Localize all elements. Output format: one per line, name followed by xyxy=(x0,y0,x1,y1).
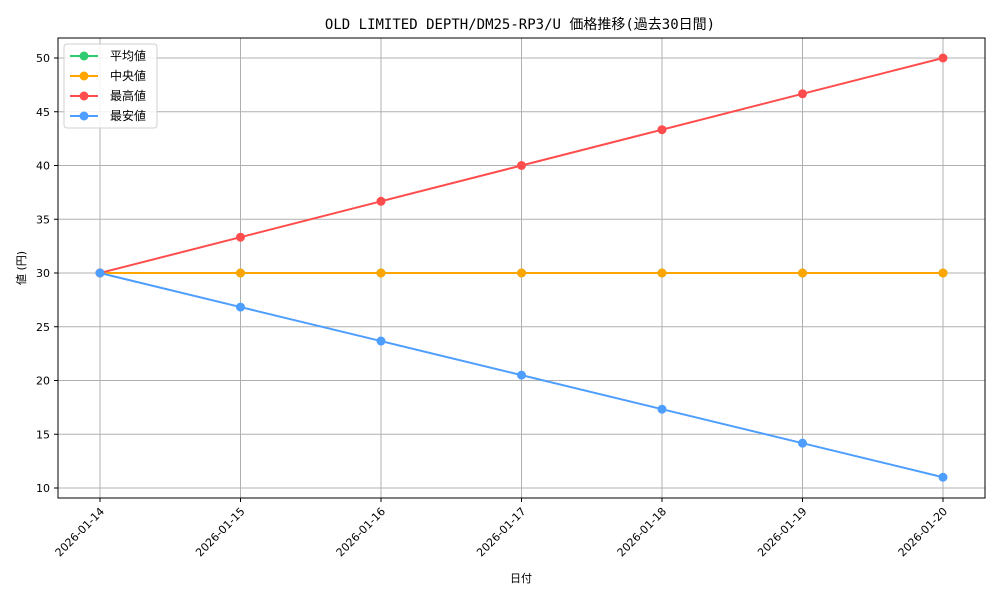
legend-label: 最安値 xyxy=(110,108,146,123)
series-lines xyxy=(95,53,948,482)
x-tick-label: 2026-01-16 xyxy=(334,505,388,559)
y-tick-label: 15 xyxy=(36,428,50,441)
legend-label: 平均値 xyxy=(110,48,146,63)
data-point xyxy=(938,268,948,278)
data-point xyxy=(657,404,667,414)
chart-title: OLD LIMITED DEPTH/DM25-RP3/U 価格推移(過去30日間… xyxy=(325,17,715,33)
data-point xyxy=(376,268,386,278)
legend-marker xyxy=(79,51,89,61)
legend-marker xyxy=(79,71,89,81)
legend-marker xyxy=(79,91,89,101)
data-point xyxy=(376,196,386,206)
y-tick-label: 35 xyxy=(36,213,50,226)
data-point xyxy=(657,268,667,278)
x-tick-label: 2026-01-20 xyxy=(896,505,950,559)
data-point xyxy=(798,438,807,448)
x-tick-label: 2026-01-14 xyxy=(53,505,107,559)
y-tick-label: 45 xyxy=(36,106,50,119)
x-tick-label: 2026-01-19 xyxy=(755,505,809,559)
legend-item: 平均値 xyxy=(70,48,146,63)
y-tick-label: 25 xyxy=(36,321,50,334)
legend-label: 最高値 xyxy=(110,88,146,103)
data-point xyxy=(517,370,526,380)
x-tick-label: 2026-01-15 xyxy=(193,505,247,559)
data-point xyxy=(236,232,245,242)
x-axis-ticks: 2026-01-14 2026-01-15 2026-01-16 2026-01-17… xyxy=(53,498,950,559)
legend-box xyxy=(63,43,158,129)
data-point xyxy=(517,268,526,278)
data-point xyxy=(236,302,245,312)
data-point xyxy=(657,125,667,135)
data-point xyxy=(517,161,526,170)
data-point xyxy=(376,336,386,346)
grid-lines xyxy=(58,38,985,498)
x-tick-label: 2026-01-17 xyxy=(474,505,528,559)
y-axis-label: 値 (円) xyxy=(15,251,28,285)
data-point xyxy=(798,268,807,278)
data-point xyxy=(938,472,948,482)
x-tick-label: 2026-01-18 xyxy=(615,505,669,559)
series-1 xyxy=(95,268,948,278)
y-tick-label: 40 xyxy=(36,160,50,173)
series-3 xyxy=(95,268,948,482)
y-axis-ticks: 10 15 20 25 30 35 40 45 50 xyxy=(36,52,58,495)
y-tick-label: 50 xyxy=(36,52,50,65)
y-tick-label: 20 xyxy=(36,375,50,388)
data-point xyxy=(938,53,948,63)
y-tick-label: 10 xyxy=(36,482,50,495)
legend-item: 中央値 xyxy=(70,68,146,83)
y-tick-label: 30 xyxy=(36,267,50,280)
legend-marker xyxy=(79,111,89,121)
legend-label: 中央値 xyxy=(110,68,146,83)
legend-item: 最高値 xyxy=(70,88,146,103)
data-point xyxy=(798,89,807,99)
x-axis-label: 日付 xyxy=(510,572,532,585)
legend-item: 最安値 xyxy=(70,108,146,123)
data-point xyxy=(236,268,245,278)
data-point xyxy=(95,268,105,278)
